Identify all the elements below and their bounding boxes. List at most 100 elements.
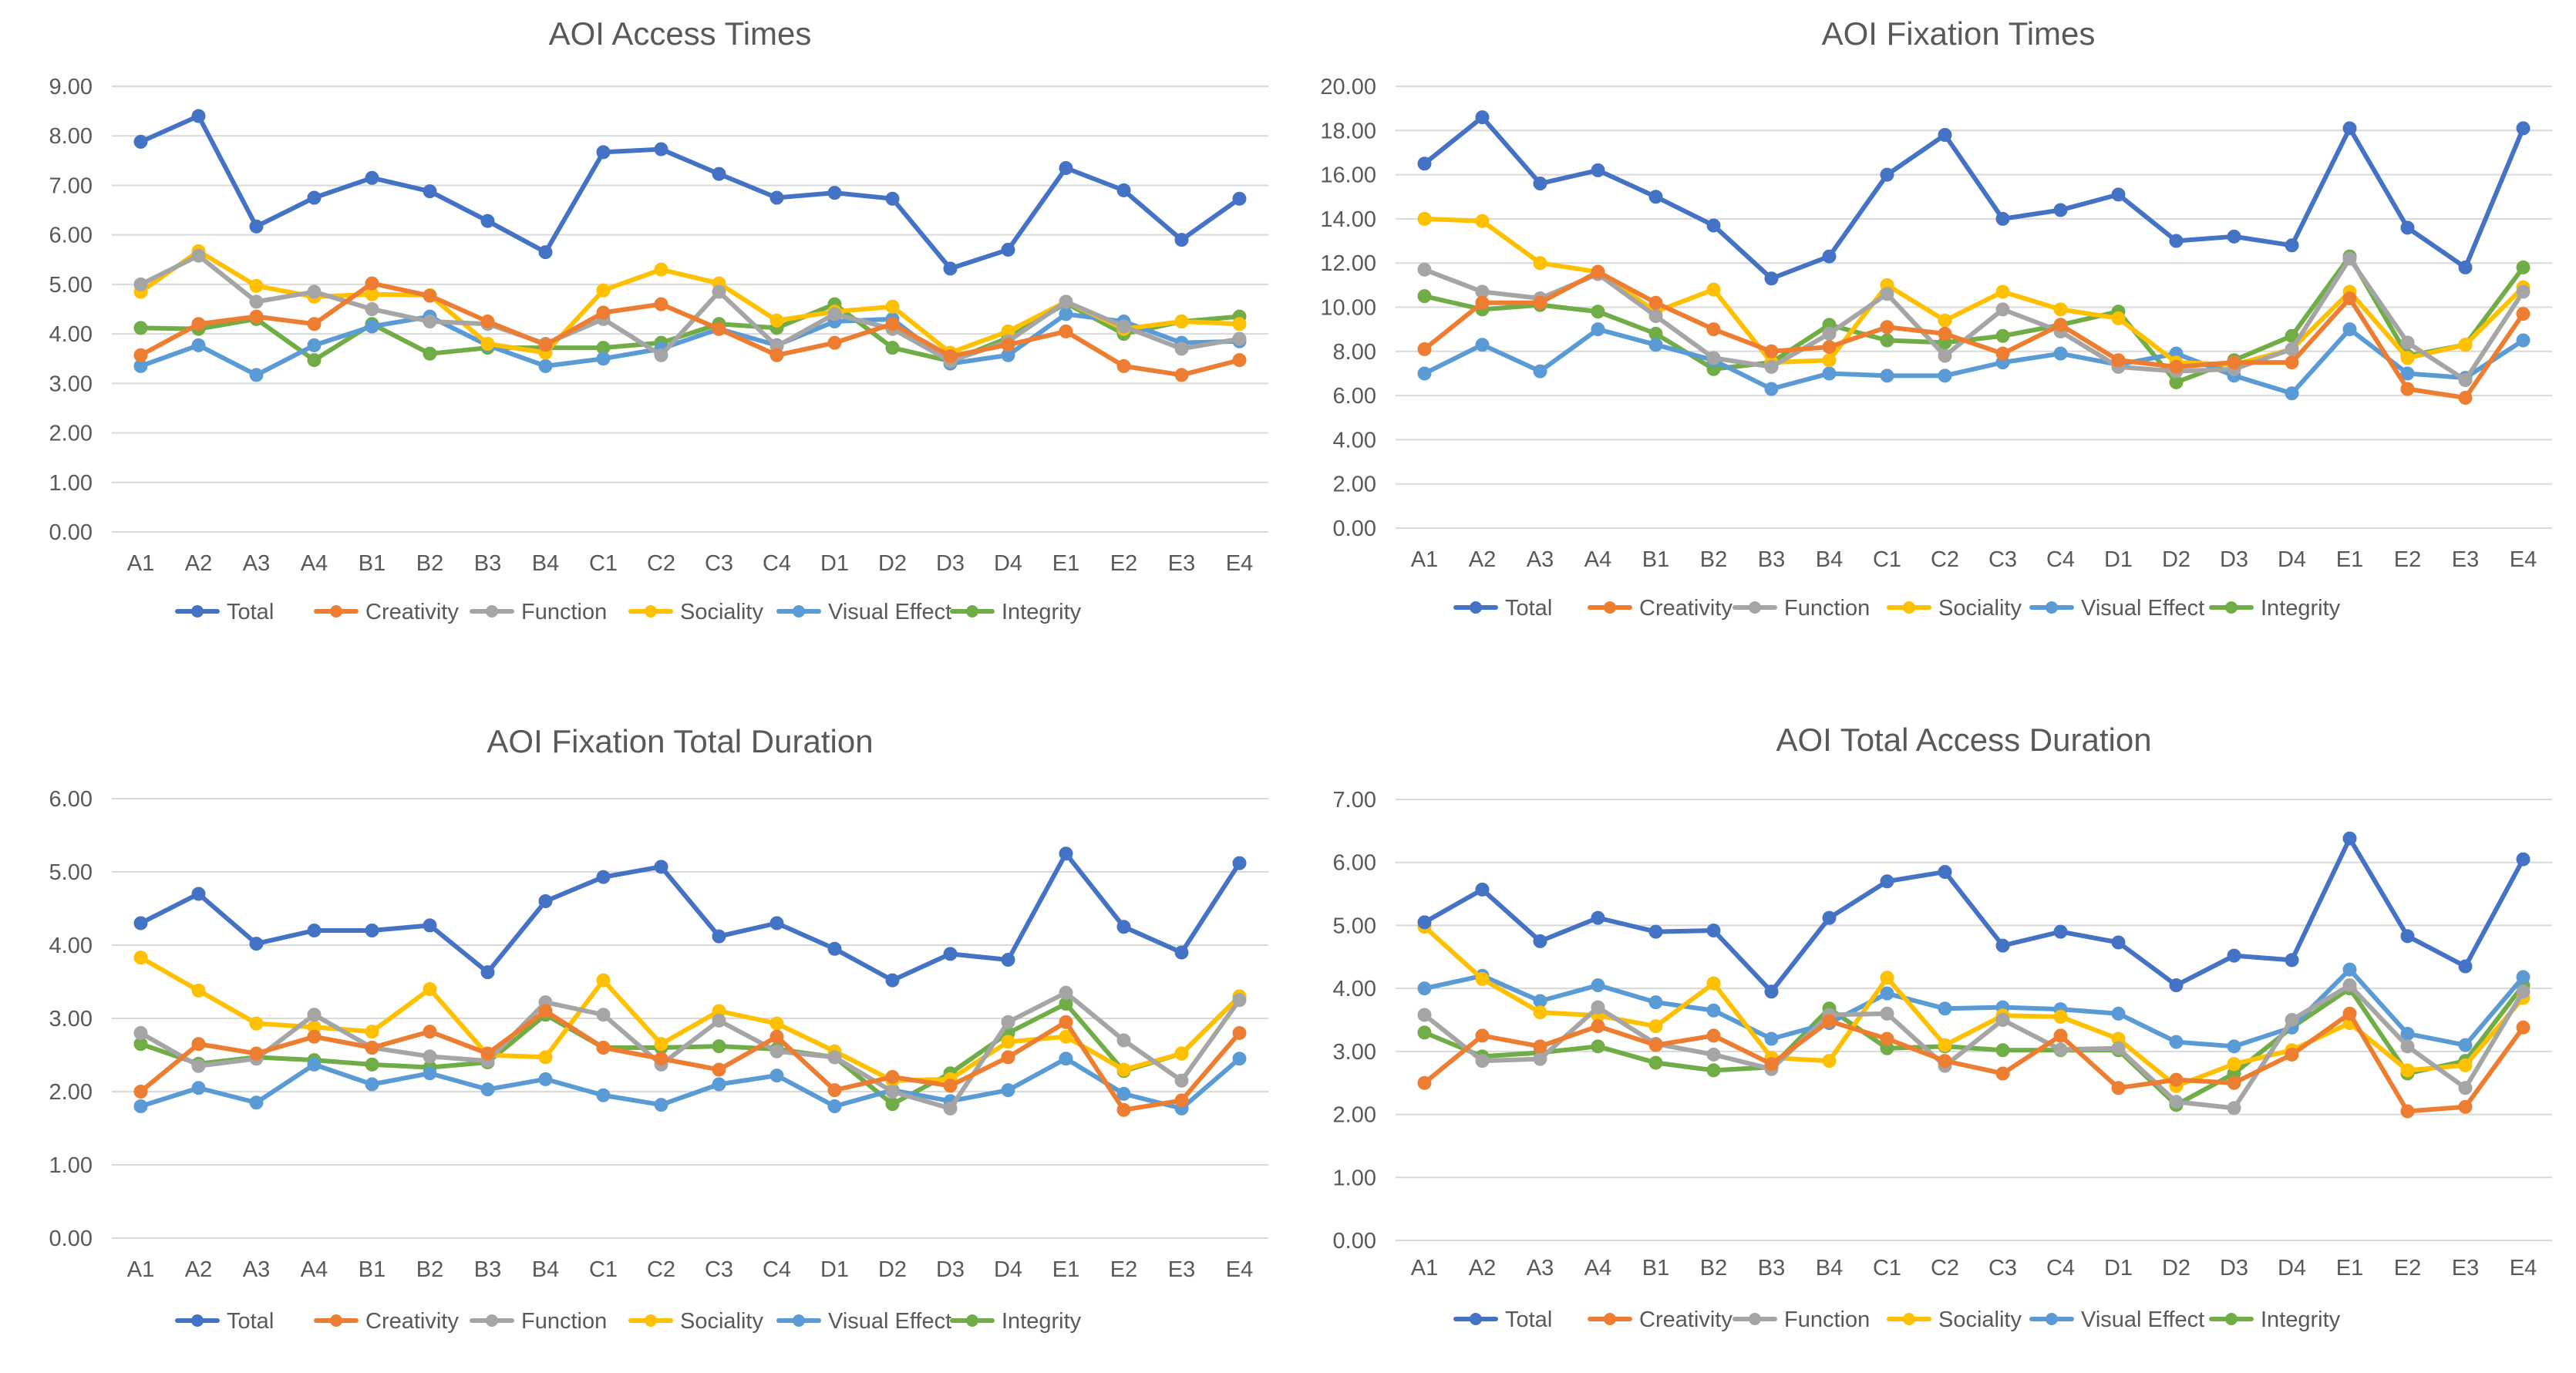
series-line bbox=[138, 851, 1242, 983]
legend-swatch-marker bbox=[645, 605, 657, 618]
legend-label: Sociality bbox=[680, 600, 763, 624]
y-tick-label: 3.00 bbox=[49, 372, 93, 396]
data-point bbox=[1232, 1026, 1247, 1040]
data-point bbox=[2400, 1026, 2415, 1041]
data-point bbox=[712, 284, 726, 299]
y-tick-label: 3.00 bbox=[49, 1007, 93, 1031]
data-point bbox=[191, 317, 206, 331]
data-point bbox=[2458, 338, 2473, 352]
series-sociality bbox=[1417, 211, 2531, 372]
x-tick-label: A4 bbox=[301, 1257, 328, 1282]
data-point bbox=[2400, 1104, 2415, 1119]
data-point bbox=[2227, 1057, 2241, 1072]
legend-swatch-marker bbox=[793, 1314, 805, 1327]
data-point bbox=[1174, 1073, 1189, 1088]
x-tick-label: E2 bbox=[1110, 1257, 1137, 1282]
data-point bbox=[2169, 1095, 2184, 1109]
legend-item-visual-effect: Visual Effect bbox=[2029, 1307, 2204, 1332]
data-point bbox=[1174, 342, 1189, 356]
data-point bbox=[133, 134, 148, 149]
legend-swatch-marker bbox=[2225, 601, 2238, 614]
x-tick-label: E3 bbox=[1168, 1257, 1195, 1282]
legend-swatch-marker bbox=[330, 1314, 342, 1327]
data-point bbox=[885, 341, 900, 355]
data-point bbox=[307, 924, 322, 937]
data-point bbox=[2516, 307, 2531, 321]
data-point bbox=[885, 1097, 900, 1112]
data-point bbox=[596, 305, 611, 320]
data-point bbox=[1475, 1028, 1490, 1043]
y-tick-label: 2.00 bbox=[49, 422, 93, 446]
data-point bbox=[1706, 351, 1721, 365]
data-point bbox=[365, 1041, 379, 1055]
data-point bbox=[2342, 121, 2357, 136]
data-point bbox=[191, 1058, 206, 1073]
data-point bbox=[1001, 1035, 1015, 1049]
data-point bbox=[365, 319, 379, 334]
x-tick-label: D1 bbox=[2104, 1256, 2133, 1280]
legend-item-total: Total bbox=[175, 600, 274, 624]
x-tick-label: D1 bbox=[820, 551, 849, 576]
data-point bbox=[480, 1046, 495, 1061]
x-tick-label: B4 bbox=[532, 551, 559, 576]
legend-label: Total bbox=[1505, 1307, 1552, 1332]
data-point bbox=[2285, 342, 2299, 356]
x-tick-label: C1 bbox=[1873, 1256, 1901, 1280]
data-point bbox=[1116, 183, 1131, 197]
data-point bbox=[885, 1085, 900, 1099]
data-point bbox=[1475, 1054, 1490, 1068]
x-tick-label: A2 bbox=[1469, 1256, 1496, 1280]
data-point bbox=[307, 284, 322, 299]
data-point bbox=[2516, 984, 2531, 999]
data-point bbox=[133, 1026, 148, 1040]
legend-label: Visual Effect bbox=[2081, 596, 2204, 621]
data-point bbox=[538, 894, 553, 908]
data-point bbox=[827, 307, 842, 321]
x-tick-label: E4 bbox=[1226, 551, 1253, 576]
legend: Total Creativity Function Sociality Visual E… bbox=[175, 1309, 1082, 1334]
data-point bbox=[2053, 1042, 2068, 1057]
data-point bbox=[423, 1049, 437, 1064]
chart-panel-fixation-times: AOI Fixation Times 0.00 2.00 4.00 6.00 8.00 1… bbox=[1288, 0, 2575, 686]
legend-item-total: Total bbox=[175, 1309, 274, 1334]
data-point bbox=[1648, 1019, 1663, 1034]
gridlines bbox=[1396, 86, 2552, 529]
legend-item-sociality: Sociality bbox=[1887, 1307, 2022, 1332]
data-point bbox=[1059, 160, 1073, 175]
x-tick-label: D3 bbox=[936, 551, 965, 576]
legend-swatch-marker bbox=[1903, 601, 1915, 614]
data-point bbox=[1648, 190, 1663, 204]
legend-label: Function bbox=[1784, 596, 1870, 621]
x-tick-label: C1 bbox=[589, 1257, 618, 1282]
legend-swatch-marker bbox=[1749, 1313, 1761, 1325]
data-point bbox=[1995, 284, 2010, 299]
x-tick-label: C4 bbox=[2046, 1256, 2075, 1280]
x-tick-label: D2 bbox=[2162, 547, 2190, 572]
legend-swatch-marker bbox=[2046, 1313, 2058, 1325]
x-tick-label: B2 bbox=[416, 551, 443, 576]
data-point bbox=[1648, 1055, 1663, 1070]
y-tick-label: 6.00 bbox=[49, 787, 93, 812]
legend-label: Function bbox=[521, 600, 607, 624]
x-tick-label: E3 bbox=[1168, 551, 1195, 576]
data-point bbox=[2400, 382, 2415, 396]
data-point bbox=[2342, 831, 2357, 846]
chart-title: AOI Fixation Times bbox=[1822, 15, 2096, 52]
chart-panel-total-access-duration: AOI Total Access Duration 0.00 1.00 2.00 3.… bbox=[1288, 687, 2575, 1373]
data-point bbox=[2227, 1075, 2241, 1090]
data-point bbox=[538, 358, 553, 373]
x-tick-label: C4 bbox=[2046, 547, 2075, 572]
data-point bbox=[2285, 1013, 2299, 1027]
data-point bbox=[2111, 1041, 2126, 1055]
x-tick-label: A1 bbox=[127, 1257, 154, 1282]
legend-item-sociality: Sociality bbox=[1887, 596, 2022, 621]
legend-label: Function bbox=[1784, 1307, 1870, 1332]
data-point bbox=[1648, 295, 1663, 310]
legend-item-visual-effect: Visual Effect bbox=[776, 600, 951, 624]
x-tick-label: C1 bbox=[1873, 547, 1901, 572]
x-tick-label: B3 bbox=[1758, 547, 1785, 572]
data-point bbox=[1417, 981, 1432, 996]
data-point bbox=[191, 887, 206, 901]
data-point bbox=[2053, 346, 2068, 361]
data-point bbox=[480, 315, 495, 329]
